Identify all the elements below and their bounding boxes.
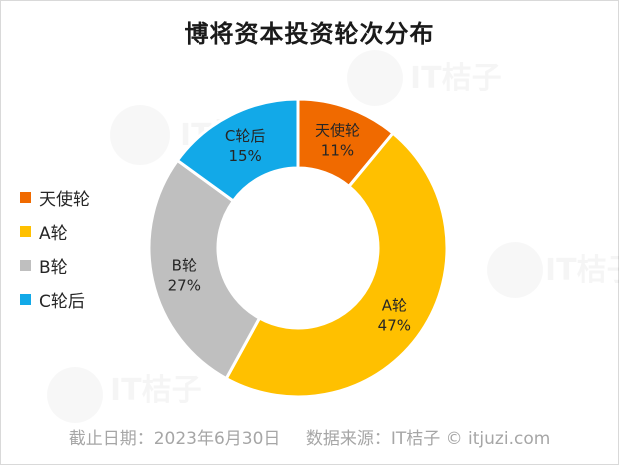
slice-category-label-2: B轮 xyxy=(172,256,197,274)
slice-category-label-1: A轮 xyxy=(382,296,407,314)
legend-label-1: A轮 xyxy=(39,223,68,244)
watermark-logo-icon xyxy=(110,105,170,165)
footer-source: 数据来源：IT桔子 © itjuzi.com xyxy=(305,429,551,449)
slice-value-label-2: 27% xyxy=(168,276,201,294)
legend-swatch-1 xyxy=(20,225,31,237)
legend-swatch-3 xyxy=(20,293,31,305)
watermark-logo-icon xyxy=(47,367,103,423)
legend-swatch-2 xyxy=(20,259,31,271)
legend-item-0: 天使轮 xyxy=(20,180,90,214)
watermark-brand-3: IT桔子 xyxy=(110,373,202,408)
watermark-brand-2: IT桔子 xyxy=(410,61,502,96)
slice-category-label-0: 天使轮 xyxy=(315,121,360,139)
watermark-logo-icon xyxy=(347,50,403,106)
legend-item-3: C轮后 xyxy=(20,282,90,316)
slice-value-label-0: 11% xyxy=(321,141,354,159)
chart-title: 博将资本投资轮次分布 xyxy=(184,20,435,48)
legend-label-3: C轮后 xyxy=(39,291,85,312)
footer: 截止日期：2023年6月30日 数据来源：IT桔子 © itjuzi.com xyxy=(0,424,619,449)
slice-1 xyxy=(224,131,449,399)
slice-2 xyxy=(147,158,262,381)
legend-swatch-0 xyxy=(20,191,31,203)
legend-item-2: B轮 xyxy=(20,248,90,282)
watermark-logo-icon xyxy=(487,242,543,298)
legend-label-0: 天使轮 xyxy=(39,189,90,210)
legend-item-1: A轮 xyxy=(20,214,90,248)
slice-value-label-3: 15% xyxy=(228,147,261,165)
slice-3 xyxy=(175,97,300,204)
legend: 天使轮 A轮 B轮 C轮后 xyxy=(20,180,90,316)
labels-group: 天使轮 11% A轮 47% B轮 27% C轮后 15% xyxy=(168,121,411,334)
slice-value-label-1: 47% xyxy=(378,316,411,334)
footer-date: 截止日期：2023年6月30日 xyxy=(68,429,281,449)
slice-category-label-3: C轮后 xyxy=(225,127,265,145)
watermark-brand-4: IT桔子 xyxy=(545,253,619,288)
slices-group xyxy=(147,97,449,399)
legend-label-2: B轮 xyxy=(39,257,68,278)
